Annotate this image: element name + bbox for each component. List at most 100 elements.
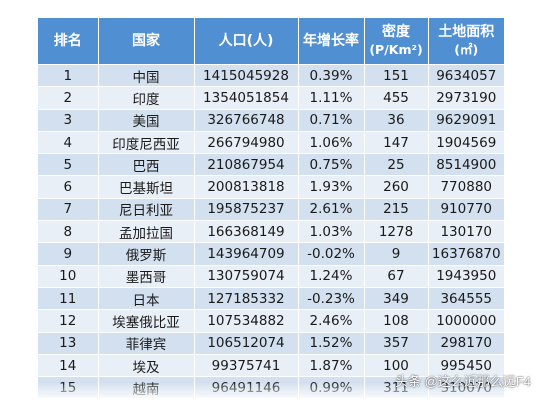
table-row: 12 埃塞俄比亚 107534882 2.46% 108 1000000 — [38, 309, 504, 333]
cell-country: 印度尼西亚 — [98, 130, 195, 154]
header-land-area-label: 土地面积 — [438, 24, 495, 40]
cell-population: 127185332 — [194, 286, 299, 310]
cell-land-area: 910770 — [428, 197, 504, 221]
cell-rank: 2 — [38, 86, 99, 110]
header-country: 国家 — [98, 18, 195, 65]
cell-growth-rate: 2.46% — [298, 309, 365, 333]
cell-rank: 7 — [38, 197, 99, 221]
cell-country: 孟加拉国 — [98, 220, 195, 243]
table-row: 13 菲律宾 106512074 1.52% 357 298170 — [38, 331, 504, 355]
cell-density: 100 — [364, 353, 429, 377]
cell-density: 357 — [364, 331, 429, 355]
cell-density: 67 — [364, 264, 429, 288]
cell-density: 108 — [364, 309, 429, 333]
cell-country: 巴基斯坦 — [98, 175, 195, 199]
header-density-label: 密度 — [382, 24, 410, 40]
cell-land-area: 298170 — [428, 331, 504, 355]
cell-rank: 5 — [38, 153, 99, 176]
cell-density: 455 — [364, 86, 429, 110]
cell-land-area: 8514900 — [428, 153, 504, 176]
table-row: 6 巴基斯坦 200813818 1.93% 260 770880 — [38, 175, 504, 199]
cell-land-area: 1904569 — [428, 130, 504, 154]
cell-population: 106512074 — [194, 331, 299, 355]
cell-growth-rate: 0.75% — [298, 153, 365, 176]
cell-rank: 10 — [38, 264, 99, 288]
cell-growth-rate: 2.61% — [298, 197, 365, 221]
cell-rank: 3 — [38, 108, 99, 132]
table-row: 9 俄罗斯 143964709 -0.02% 9 16376870 — [38, 242, 504, 266]
cell-rank: 8 — [38, 220, 99, 243]
cell-growth-rate: 1.03% — [298, 220, 365, 243]
header-population-label: 人口(人) — [218, 32, 274, 49]
header-rank: 排名 — [38, 18, 99, 65]
cell-land-area: 130170 — [428, 220, 504, 243]
cell-density: 260 — [364, 175, 429, 199]
cell-density: 36 — [364, 108, 429, 132]
cell-density: 151 — [364, 63, 429, 87]
table-row: 3 美国 326766748 0.71% 36 9629091 — [38, 108, 504, 132]
cell-population: 210867954 — [194, 153, 299, 176]
cell-growth-rate: -0.02% — [298, 242, 365, 266]
cell-country: 俄罗斯 — [98, 242, 195, 266]
cell-rank: 9 — [38, 242, 99, 266]
cell-land-area: 1000000 — [428, 309, 504, 333]
table-row: 8 孟加拉国 166368149 1.03% 1278 130170 — [38, 220, 504, 243]
table-body: 1 中国 1415045928 0.39% 151 9634057 2 印度 135405185… — [38, 63, 504, 399]
cell-growth-rate: 1.06% — [298, 130, 365, 154]
table-row: 1 中国 1415045928 0.39% 151 9634057 — [38, 63, 504, 87]
cell-land-area: 364555 — [428, 286, 504, 310]
cell-growth-rate: 1.24% — [298, 264, 365, 288]
cell-country: 墨西哥 — [98, 264, 195, 288]
cell-population: 266794980 — [194, 130, 299, 154]
cell-rank: 4 — [38, 130, 99, 154]
cell-population: 130759074 — [194, 264, 299, 288]
cell-land-area: 16376870 — [428, 242, 504, 266]
cell-country: 尼日利亚 — [98, 197, 195, 221]
cell-rank: 11 — [38, 286, 99, 310]
header-country-label: 国家 — [132, 32, 160, 49]
cell-growth-rate: 1.11% — [298, 86, 365, 110]
cell-rank: 6 — [38, 175, 99, 199]
cell-growth-rate: 0.71% — [298, 108, 365, 132]
table-row: 7 尼日利亚 195875237 2.61% 215 910770 — [38, 197, 504, 221]
cell-population: 195875237 — [194, 197, 299, 221]
cell-density: 349 — [364, 286, 429, 310]
cell-growth-rate: -0.23% — [298, 286, 365, 310]
cell-country: 埃及 — [98, 353, 195, 377]
header-population: 人口(人) — [194, 18, 299, 65]
cell-rank: 12 — [38, 309, 99, 333]
watermark-text: 头条 @这么近那么远F4 — [395, 374, 531, 389]
bottom-fade — [38, 382, 504, 400]
cell-country: 菲律宾 — [98, 331, 195, 355]
cell-land-area: 1943950 — [428, 264, 504, 288]
population-table: 排名 国家 人口(人) 年增长率 密度 (P/Km²) 土地面积 (㎡) 1 中国 14… — [38, 18, 504, 399]
cell-land-area: 2973190 — [428, 86, 504, 110]
table-row: 11 日本 127185332 -0.23% 349 364555 — [38, 286, 504, 310]
cell-density: 147 — [364, 130, 429, 154]
header-growth-rate-label: 年增长率 — [303, 32, 359, 49]
cell-population: 166368149 — [194, 220, 299, 243]
header-land-area: 土地面积 (㎡) — [428, 18, 504, 65]
table-row: 10 墨西哥 130759074 1.24% 67 1943950 — [38, 264, 504, 288]
cell-country: 中国 — [98, 63, 195, 87]
cell-population: 143964709 — [194, 242, 299, 266]
cell-land-area: 9634057 — [428, 63, 504, 87]
cell-population: 200813818 — [194, 175, 299, 199]
cell-population: 1354051854 — [194, 86, 299, 110]
cell-country: 日本 — [98, 286, 195, 310]
cell-growth-rate: 1.52% — [298, 331, 365, 355]
cell-rank: 1 — [38, 63, 99, 87]
cell-growth-rate: 1.87% — [298, 353, 365, 377]
header-land-area-unit: (㎡) — [454, 42, 479, 57]
cell-density: 9 — [364, 242, 429, 266]
cell-country: 印度 — [98, 86, 195, 110]
cell-rank: 14 — [38, 353, 99, 377]
cell-rank: 13 — [38, 331, 99, 355]
header-growth-rate: 年增长率 — [298, 18, 365, 65]
cell-land-area: 770880 — [428, 175, 504, 199]
cell-population: 99375741 — [194, 353, 299, 377]
cell-density: 215 — [364, 197, 429, 221]
cell-population: 326766748 — [194, 108, 299, 132]
header-density: 密度 (P/Km²) — [364, 18, 429, 65]
cell-growth-rate: 0.39% — [298, 63, 365, 87]
